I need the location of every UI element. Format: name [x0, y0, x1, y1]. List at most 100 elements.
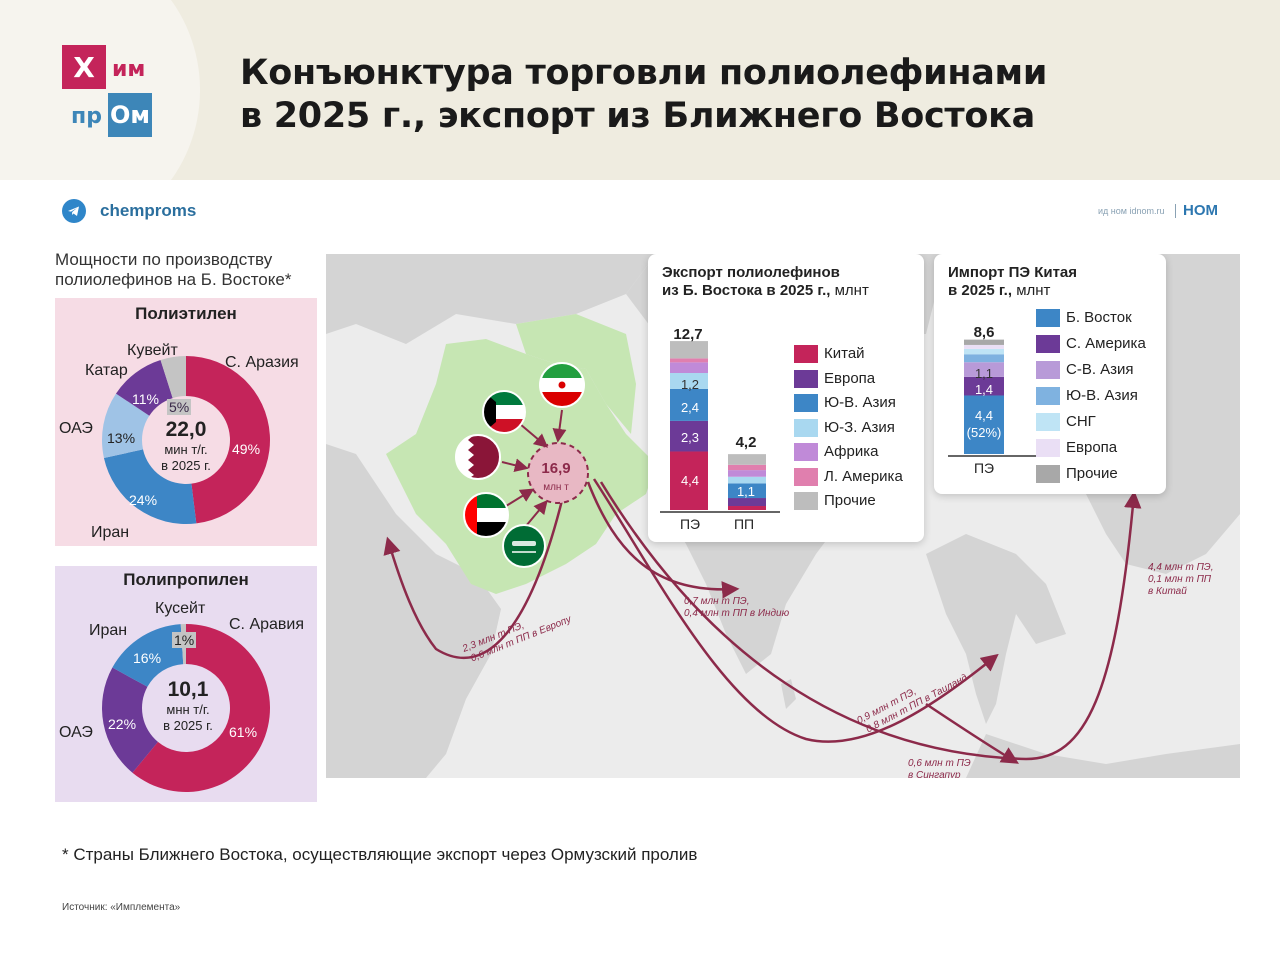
- pp-slice-1: [101, 667, 158, 773]
- pp-label-saudi: С. Аравия: [229, 616, 305, 633]
- export-bar-0-seg-1: [670, 420, 708, 452]
- pe-slice-3: [115, 359, 173, 416]
- brand-logo: НОМ: [1183, 202, 1218, 219]
- export-legend-label-2: Ю-В. Азия: [824, 394, 896, 411]
- footnote: * Страны Ближнего Востока, осуществляющи…: [62, 845, 698, 864]
- land-indonesia: [966, 734, 1240, 778]
- pe-label-saudi: С. Аразия: [225, 354, 299, 371]
- export-legend-swatch-2: [794, 394, 818, 412]
- pe-center-value: 22,0: [165, 418, 207, 441]
- pe-label-iran: Иран: [91, 524, 130, 541]
- import-bar-0-seg-6: [964, 339, 1004, 345]
- import-bar-0-seg-0: [964, 395, 1004, 454]
- import-legend-label-6: Прочие: [1066, 465, 1118, 482]
- saudi-flag-icon: [502, 524, 546, 568]
- logo-im: им: [112, 56, 146, 82]
- flag-connector-kuwait: [519, 423, 549, 448]
- pp-pct-saudi: 61%: [229, 724, 258, 740]
- pe-slice-4: [160, 356, 186, 399]
- brand-small: ид ном idnom.ru: [1098, 206, 1165, 216]
- export-bar-chart: [660, 341, 780, 513]
- hub-unit: млн т: [543, 482, 569, 493]
- export-bar-1-seg-4: [728, 470, 766, 477]
- import-legend-label-5: Европа: [1066, 439, 1118, 456]
- pe-label-uae: ОАЭ: [59, 420, 93, 437]
- pp-center-year: в 2025 г.: [163, 718, 213, 733]
- pe-pct-saudi: 49%: [232, 441, 261, 457]
- land-sri-lanka: [781, 679, 796, 709]
- capacity-title-line2: полиолефинов на Б. Востоке*: [55, 270, 292, 289]
- pp-label-iran: Иран: [89, 622, 128, 639]
- import-bar-0-seg-4: [964, 348, 1004, 355]
- svg-text:в Китай: в Китай: [1148, 586, 1187, 597]
- export-bar-1-seg-6: [728, 454, 766, 465]
- export-bar-1-seg-3: [728, 476, 766, 484]
- export-bar-0-seg-3: [670, 373, 708, 389]
- flag-connector-saudi: [525, 499, 548, 527]
- pe-pct-kuwait: 5%: [167, 399, 192, 415]
- iran-flag-icon: [539, 362, 585, 408]
- source: Источник: «Имплемента»: [62, 902, 181, 913]
- export-bar-1-seg-2: [728, 483, 766, 499]
- flag-connector-uae: [505, 488, 535, 507]
- import-seg-middle-east: 4,4 (52%): [966, 408, 1002, 440]
- import-legend-swatch-3: [1036, 387, 1060, 405]
- telegram-icon[interactable]: [62, 199, 86, 223]
- channel-name[interactable]: chemproms: [100, 201, 197, 220]
- qatar-flag-icon: [455, 434, 501, 480]
- import-legend-swatch-0: [1036, 309, 1060, 327]
- hub-circle: [527, 442, 589, 504]
- pe-slice-2: [102, 393, 150, 458]
- pp-panel-title: Полипропилен: [123, 570, 249, 589]
- import-legend-swatch-2: [1036, 361, 1060, 379]
- export-bar-0-seg-2: [670, 388, 708, 421]
- capacity-title-line1: Мощности по производству: [55, 250, 273, 269]
- route-label-thailand: 0,9 млн т ПЭ, 0,8 млн т ПП в Таиланд: [855, 672, 970, 735]
- pe-label-kuwait: Кувейт: [127, 342, 178, 359]
- export-bar-0-seg-0: [670, 451, 708, 510]
- svg-text:0,1 млн т ПП: 0,1 млн т ПП: [1148, 574, 1212, 585]
- import-bar-0-seg-2: [964, 362, 1004, 377]
- pe-slice-1: [103, 449, 197, 524]
- import-legend-label-0: Б. Восток: [1066, 309, 1132, 326]
- export-total-pe: 12,7: [673, 326, 703, 343]
- import-title-unit: млнт: [1016, 282, 1051, 299]
- export-bar-1-seg-5: [728, 464, 766, 471]
- export-seg-pp-sea: 1,1: [736, 484, 756, 499]
- export-seg-pe-sea: 2,4: [680, 400, 700, 415]
- export-legend-swatch-6: [794, 492, 818, 510]
- svg-text:в Сингапур: в Сингапур: [908, 770, 961, 778]
- pe-pct-iran: 24%: [129, 492, 158, 508]
- import-legend-label-2: С-В. Азия: [1066, 361, 1134, 378]
- route-india: [586, 481, 740, 599]
- export-bar-0-seg-5: [670, 358, 708, 363]
- export-legend-label-3: Ю-З. Азия: [824, 418, 895, 436]
- export-bar-0-seg-6: [670, 341, 708, 359]
- trade-map: 16,9 млн т 2,3 млн т ПЭ, 0,6 млн т ПП в …: [326, 254, 1240, 778]
- pe-center: 22,0 мин т/г. в 2025 г.: [141, 418, 231, 474]
- route-europe: [383, 483, 568, 660]
- import-legend-swatch-6: [1036, 465, 1060, 483]
- route-label-india: 0,7 млн т ПЭ, 0,4 млн т ПП в Индию: [684, 596, 790, 619]
- export-bar-1-seg-1: [728, 498, 766, 507]
- export-total-pp: 4,2: [735, 434, 757, 451]
- brand-divider: [1175, 204, 1176, 218]
- hub-value: 16,9: [541, 460, 570, 477]
- export-title-line1: Экспорт полиолефинов: [662, 264, 840, 281]
- export-legend-label-0: Китай: [824, 345, 865, 362]
- uae-flag-icon: [463, 492, 509, 538]
- land-indochina: [926, 534, 1066, 724]
- export-seg-pe-china: 4,4: [680, 473, 700, 488]
- export-legend-swatch-5: [794, 467, 818, 486]
- svg-text:4,4 млн т ПЭ,: 4,4 млн т ПЭ,: [1148, 562, 1214, 573]
- pp-slice-0: [132, 624, 270, 792]
- export-legend-swatch-0: [794, 345, 818, 363]
- logo: Х им пр Ом: [62, 45, 154, 137]
- logo-om: Ом: [108, 93, 152, 137]
- pe-pct-uae: 13%: [107, 430, 136, 446]
- export-label-pe: ПЭ: [679, 516, 701, 532]
- svg-text:0,6 млн т ПЭ: 0,6 млн т ПЭ: [908, 758, 971, 769]
- pe-capacity-panel: Полиэтилен Кувейт Катар С. Аразия ОАЭ Ир…: [55, 298, 317, 546]
- pe-center-year: в 2025 г.: [161, 458, 211, 473]
- import-legend-label-3: Ю-В. Азия: [1066, 387, 1138, 404]
